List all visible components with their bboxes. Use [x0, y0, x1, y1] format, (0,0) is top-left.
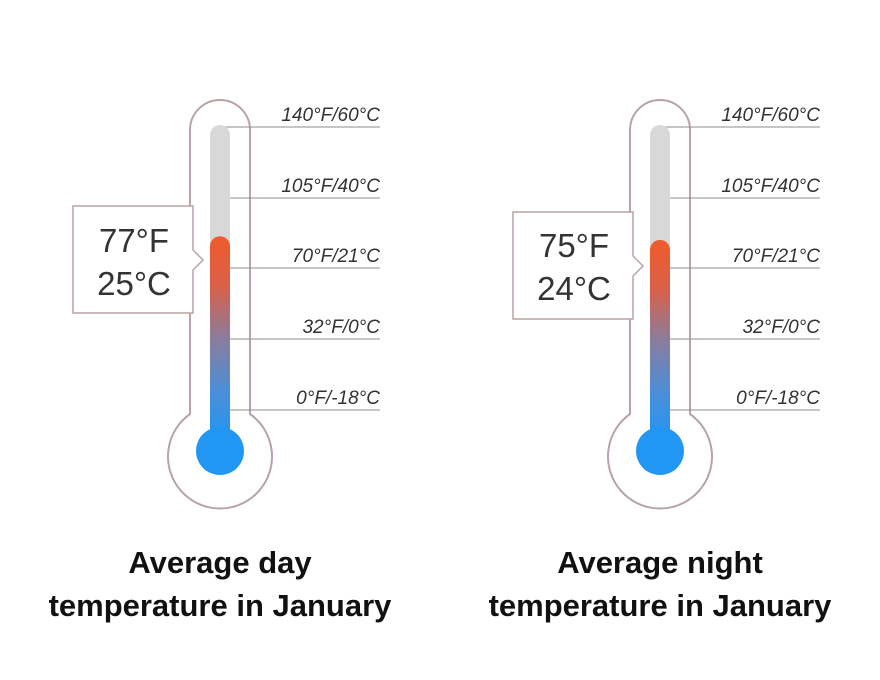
scale-label-60c: 140°F/60°C	[721, 105, 820, 126]
scale-label-21c: 70°F/21°C	[732, 246, 820, 267]
scale-labels: 140°F/60°C 105°F/40°C 70°F/21°C 32°F/0°C…	[281, 105, 380, 409]
night-thermometer: 140°F/60°C 105°F/40°C 70°F/21°C 32°F/0°C…	[512, 99, 820, 510]
mercury-column	[210, 236, 230, 440]
scale-label-minus18c: 0°F/-18°C	[296, 388, 380, 409]
caption-line-2: temperature in January	[488, 588, 832, 623]
scale-label-minus18c: 0°F/-18°C	[736, 388, 820, 409]
day-thermometer: 140°F/60°C 105°F/40°C 70°F/21°C 32°F/0°C…	[72, 99, 380, 510]
scale-lines	[660, 126, 820, 411]
day-thermometer-panel: 140°F/60°C 105°F/40°C 70°F/21°C 32°F/0°C…	[0, 99, 440, 627]
readout-fahrenheit: 75°F	[539, 227, 609, 264]
temperature-readout-box: 77°F 25°C	[72, 205, 205, 314]
thermometer-bulb	[636, 427, 684, 475]
scale-label-0c: 32°F/0°C	[742, 317, 820, 338]
scale-label-40c: 105°F/40°C	[281, 176, 380, 197]
readout-celsius: 25°C	[97, 265, 171, 302]
temperature-readout-box: 75°F 24°C	[512, 211, 645, 320]
scale-labels: 140°F/60°C 105°F/40°C 70°F/21°C 32°F/0°C…	[721, 105, 820, 409]
mercury-column	[650, 239, 670, 440]
scale-label-0c: 32°F/0°C	[302, 317, 380, 338]
scale-label-60c: 140°F/60°C	[281, 105, 380, 126]
readout-celsius: 24°C	[537, 270, 611, 307]
caption-line-2: temperature in January	[48, 588, 392, 623]
day-thermometer-caption: Average day temperature in January	[0, 541, 440, 627]
night-thermometer-caption: Average night temperature in January	[440, 541, 880, 627]
scale-label-40c: 105°F/40°C	[721, 176, 820, 197]
caption-line-1: Average night	[557, 545, 763, 580]
readout-fahrenheit: 77°F	[99, 222, 169, 259]
scale-label-21c: 70°F/21°C	[292, 246, 380, 267]
caption-line-1: Average day	[128, 545, 312, 580]
thermometer-bulb	[196, 427, 244, 475]
scale-lines	[220, 126, 380, 411]
night-thermometer-panel: 140°F/60°C 105°F/40°C 70°F/21°C 32°F/0°C…	[440, 0, 880, 680]
